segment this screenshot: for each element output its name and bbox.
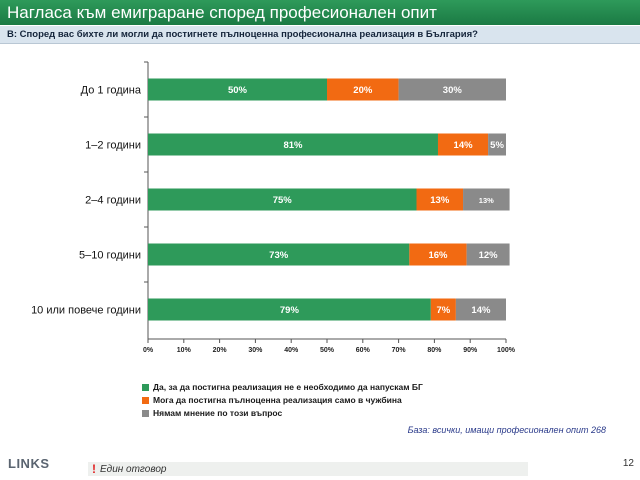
bar-segment xyxy=(437,133,489,156)
bar-segment xyxy=(148,243,410,266)
x-tick-label: 40% xyxy=(284,347,299,354)
bar-segment xyxy=(430,298,456,321)
exclamation-icon: ! xyxy=(92,462,96,476)
data-label: 13% xyxy=(479,196,494,205)
x-tick-label: 100% xyxy=(497,347,516,354)
category-label: До 1 година xyxy=(81,85,142,97)
legend-swatch xyxy=(142,396,149,404)
slide-title: Нагласа към емиграране според професиона… xyxy=(0,0,640,25)
data-label: 81% xyxy=(283,140,303,151)
data-label: 7% xyxy=(436,305,450,316)
legend-item: Да, за да постигна реализация не е необх… xyxy=(142,381,423,393)
data-label: 79% xyxy=(280,305,300,316)
bar-segment xyxy=(148,188,417,211)
legend-item: Нямам мнение по този въпрос xyxy=(142,407,423,419)
footer-label: Един отговор xyxy=(100,463,167,475)
x-tick-label: 50% xyxy=(320,347,335,354)
legend-label: Да, за да постигна реализация не е необх… xyxy=(153,382,423,392)
x-tick-label: 80% xyxy=(427,347,442,354)
company-logo: LINKS xyxy=(8,455,52,473)
category-label: 2–4 години xyxy=(85,195,141,207)
bar-segment xyxy=(148,298,431,321)
x-tick-label: 20% xyxy=(213,347,228,354)
footer-note: ! Един отговор xyxy=(88,462,528,476)
bar-segment xyxy=(327,78,399,101)
legend-label: Нямам мнение по този въпрос xyxy=(153,408,283,418)
x-tick-label: 60% xyxy=(356,347,371,354)
base-note: База: всички, имащи професионален опит 2… xyxy=(407,425,606,435)
data-label: 20% xyxy=(353,85,373,96)
bar-segment xyxy=(409,243,467,266)
data-label: 12% xyxy=(479,250,499,261)
bar-segment xyxy=(148,78,327,101)
category-label: 10 или повече години xyxy=(31,305,141,317)
legend-swatch xyxy=(142,383,149,391)
data-label: 73% xyxy=(269,250,289,261)
legend-swatch xyxy=(142,409,149,417)
x-tick-label: 30% xyxy=(248,347,263,354)
chart-legend: Да, за да постигна реализация не е необх… xyxy=(142,381,423,420)
survey-question: В: Според вас бихте ли могли да постигне… xyxy=(0,26,640,44)
bar-segment xyxy=(148,133,438,156)
bar-segment xyxy=(398,78,506,101)
legend-label: Мога да постигна пълноценна реализация с… xyxy=(153,395,402,405)
bar-segment xyxy=(463,188,510,211)
x-tick-label: 70% xyxy=(392,347,407,354)
bar-segment xyxy=(466,243,510,266)
data-label: 13% xyxy=(430,195,450,206)
x-tick-label: 10% xyxy=(177,347,192,354)
data-label: 50% xyxy=(228,85,248,96)
bar-segment xyxy=(455,298,506,321)
data-label: 14% xyxy=(454,140,474,151)
page-number: 12 xyxy=(622,458,634,469)
x-tick-label: 0% xyxy=(143,347,154,354)
stacked-bar-chart: До 1 година 50% 20% 30% 1–2 години 81% 14% 5% 2–… xyxy=(31,61,516,354)
logo-text: LINKS xyxy=(8,456,50,471)
data-label: 16% xyxy=(428,250,448,261)
data-label: 5% xyxy=(490,140,504,151)
data-label: 30% xyxy=(443,85,463,96)
data-label: 75% xyxy=(273,195,293,206)
bar-segment xyxy=(488,133,506,156)
bar-segment xyxy=(416,188,464,211)
data-label: 14% xyxy=(471,305,491,316)
x-tick-label: 90% xyxy=(463,347,478,354)
legend-item: Мога да постигна пълноценна реализация с… xyxy=(142,394,423,406)
category-label: 5–10 години xyxy=(79,250,141,262)
category-label: 1–2 години xyxy=(85,140,141,152)
